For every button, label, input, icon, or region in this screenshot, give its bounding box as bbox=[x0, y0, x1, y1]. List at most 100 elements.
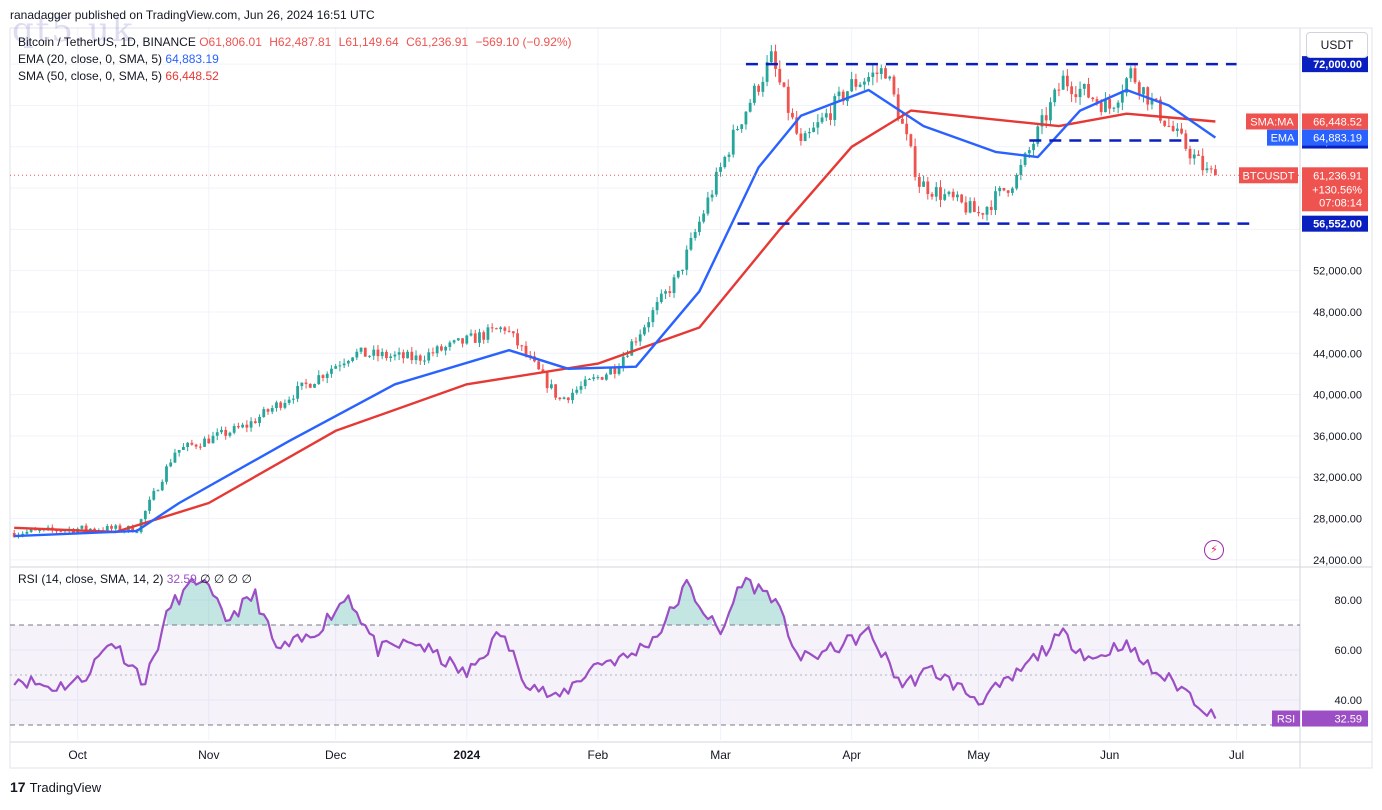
candle-body bbox=[1209, 168, 1213, 170]
candle-body bbox=[169, 462, 173, 467]
time-tick-label: Feb bbox=[588, 748, 609, 762]
symbol-name[interactable]: Bitcoin / TetherUS, 1D, BINANCE bbox=[18, 35, 196, 49]
currency-button[interactable]: USDT bbox=[1306, 32, 1368, 58]
ema-legend[interactable]: EMA (20, close, 0, SMA, 5) 64,883.19 bbox=[18, 52, 219, 66]
candle-body bbox=[664, 291, 667, 294]
candle-body bbox=[1023, 153, 1027, 165]
candle-body bbox=[854, 79, 858, 87]
candle-body bbox=[88, 528, 92, 531]
candle-body bbox=[613, 368, 617, 374]
candle-body bbox=[363, 347, 367, 357]
candle-body bbox=[376, 349, 380, 357]
candle-body bbox=[207, 438, 211, 444]
time-tick-label: 2024 bbox=[453, 748, 480, 762]
candle-body bbox=[1197, 154, 1200, 156]
candle-body bbox=[452, 340, 456, 343]
time-tick-label: Nov bbox=[198, 748, 219, 762]
candle-body bbox=[203, 438, 206, 447]
candle-body bbox=[803, 133, 807, 141]
candle-body bbox=[359, 347, 363, 352]
candle-body bbox=[846, 91, 849, 102]
candle-body bbox=[1040, 115, 1044, 127]
candle-body bbox=[330, 368, 333, 374]
candle-body bbox=[275, 402, 278, 408]
candle-body bbox=[626, 355, 629, 357]
candle-body bbox=[583, 379, 587, 387]
candle-body bbox=[740, 124, 744, 130]
candle-body bbox=[346, 360, 350, 364]
symbol-legend: Bitcoin / TetherUS, 1D, BINANCE O61,806.… bbox=[18, 35, 576, 49]
price-tag-bg bbox=[1302, 167, 1368, 212]
candle-body bbox=[659, 293, 663, 302]
candle-body bbox=[469, 333, 473, 336]
price-tick-label: 40,000.00 bbox=[1313, 390, 1362, 402]
bolt-icon[interactable]: ⚡ bbox=[1204, 540, 1224, 560]
candle-body bbox=[989, 206, 993, 210]
candle-body bbox=[152, 490, 156, 500]
candle-body bbox=[617, 367, 621, 374]
tradingview-logo[interactable]: 17 TradingView bbox=[10, 779, 101, 795]
candle-body bbox=[84, 525, 88, 531]
price-tag-name: BTCUSDT bbox=[1243, 170, 1295, 182]
candle-body bbox=[245, 424, 249, 428]
price-tag-value: 66,448.52 bbox=[1313, 116, 1362, 128]
close-value: C61,236.91 bbox=[406, 35, 469, 49]
candle-body bbox=[355, 351, 359, 358]
change-value: −569.10 (−0.92%) bbox=[475, 35, 572, 49]
watermark: qt5.uk bbox=[12, 10, 135, 50]
candle-body bbox=[867, 76, 870, 82]
open-value: O61,806.01 bbox=[199, 35, 262, 49]
candle-body bbox=[262, 409, 266, 417]
sma-legend[interactable]: SMA (50, close, 0, SMA, 5) 66,448.52 bbox=[18, 69, 219, 83]
price-tick-label: 48,000.00 bbox=[1313, 307, 1362, 319]
candle-body bbox=[131, 525, 135, 533]
candle-body bbox=[710, 194, 714, 198]
rsi-legend[interactable]: RSI (14, close, SMA, 14, 2) 32.59 ∅ ∅ ∅ … bbox=[18, 572, 252, 586]
candle-body bbox=[643, 327, 646, 335]
time-tick-label: Oct bbox=[68, 748, 87, 762]
candle-body bbox=[465, 335, 469, 344]
candle-body bbox=[689, 237, 693, 250]
candle-body bbox=[1082, 83, 1086, 89]
candle-body bbox=[190, 442, 194, 445]
candle-body bbox=[283, 402, 287, 408]
candle-body bbox=[435, 346, 439, 354]
rsi-pane: 40.00 60.00 80.00 RSI 32.59 bbox=[10, 576, 1368, 727]
candle-body bbox=[736, 129, 739, 131]
time-axis: Oct Nov Dec 2024 Feb Mar Apr May Jun Jul bbox=[68, 748, 1244, 762]
candle-body bbox=[693, 232, 697, 238]
candle-body bbox=[182, 446, 185, 450]
candle-body bbox=[816, 122, 820, 128]
candle-body bbox=[545, 372, 549, 389]
price-tick-label: 52,000.00 bbox=[1313, 266, 1362, 278]
candle-body bbox=[596, 377, 600, 379]
candle-body bbox=[308, 383, 312, 388]
candle-body bbox=[1095, 99, 1099, 103]
candle-body bbox=[1078, 88, 1082, 98]
candle-body bbox=[524, 345, 528, 356]
time-tick-label: Mar bbox=[710, 748, 731, 762]
candle-body bbox=[478, 332, 481, 343]
candle-body bbox=[824, 113, 828, 118]
candle-body bbox=[516, 333, 519, 346]
candle-body bbox=[939, 187, 942, 200]
candle-body bbox=[1019, 164, 1023, 176]
rsi-label: RSI (14, close, SMA, 14, 2) bbox=[18, 572, 164, 586]
candle-body bbox=[1057, 89, 1061, 91]
candle-body bbox=[651, 310, 655, 323]
candle-body bbox=[655, 301, 659, 311]
candle-body bbox=[943, 194, 947, 200]
candle-body bbox=[241, 424, 245, 428]
candle-body bbox=[456, 338, 460, 341]
candle-body bbox=[879, 68, 883, 74]
time-tick-label: May bbox=[967, 748, 990, 762]
level-tag-label: 56,552.00 bbox=[1313, 219, 1362, 231]
candle-body bbox=[731, 129, 735, 155]
ema20-line bbox=[14, 88, 1217, 538]
price-tag-name-bg bbox=[1267, 129, 1298, 146]
candle-body bbox=[165, 466, 168, 482]
candle-body bbox=[440, 346, 443, 351]
candle-body bbox=[600, 377, 604, 380]
